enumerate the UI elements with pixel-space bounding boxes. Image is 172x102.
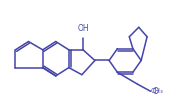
Text: OH: OH (77, 24, 89, 33)
Text: CH₃: CH₃ (151, 88, 163, 94)
Text: O: O (153, 87, 159, 96)
